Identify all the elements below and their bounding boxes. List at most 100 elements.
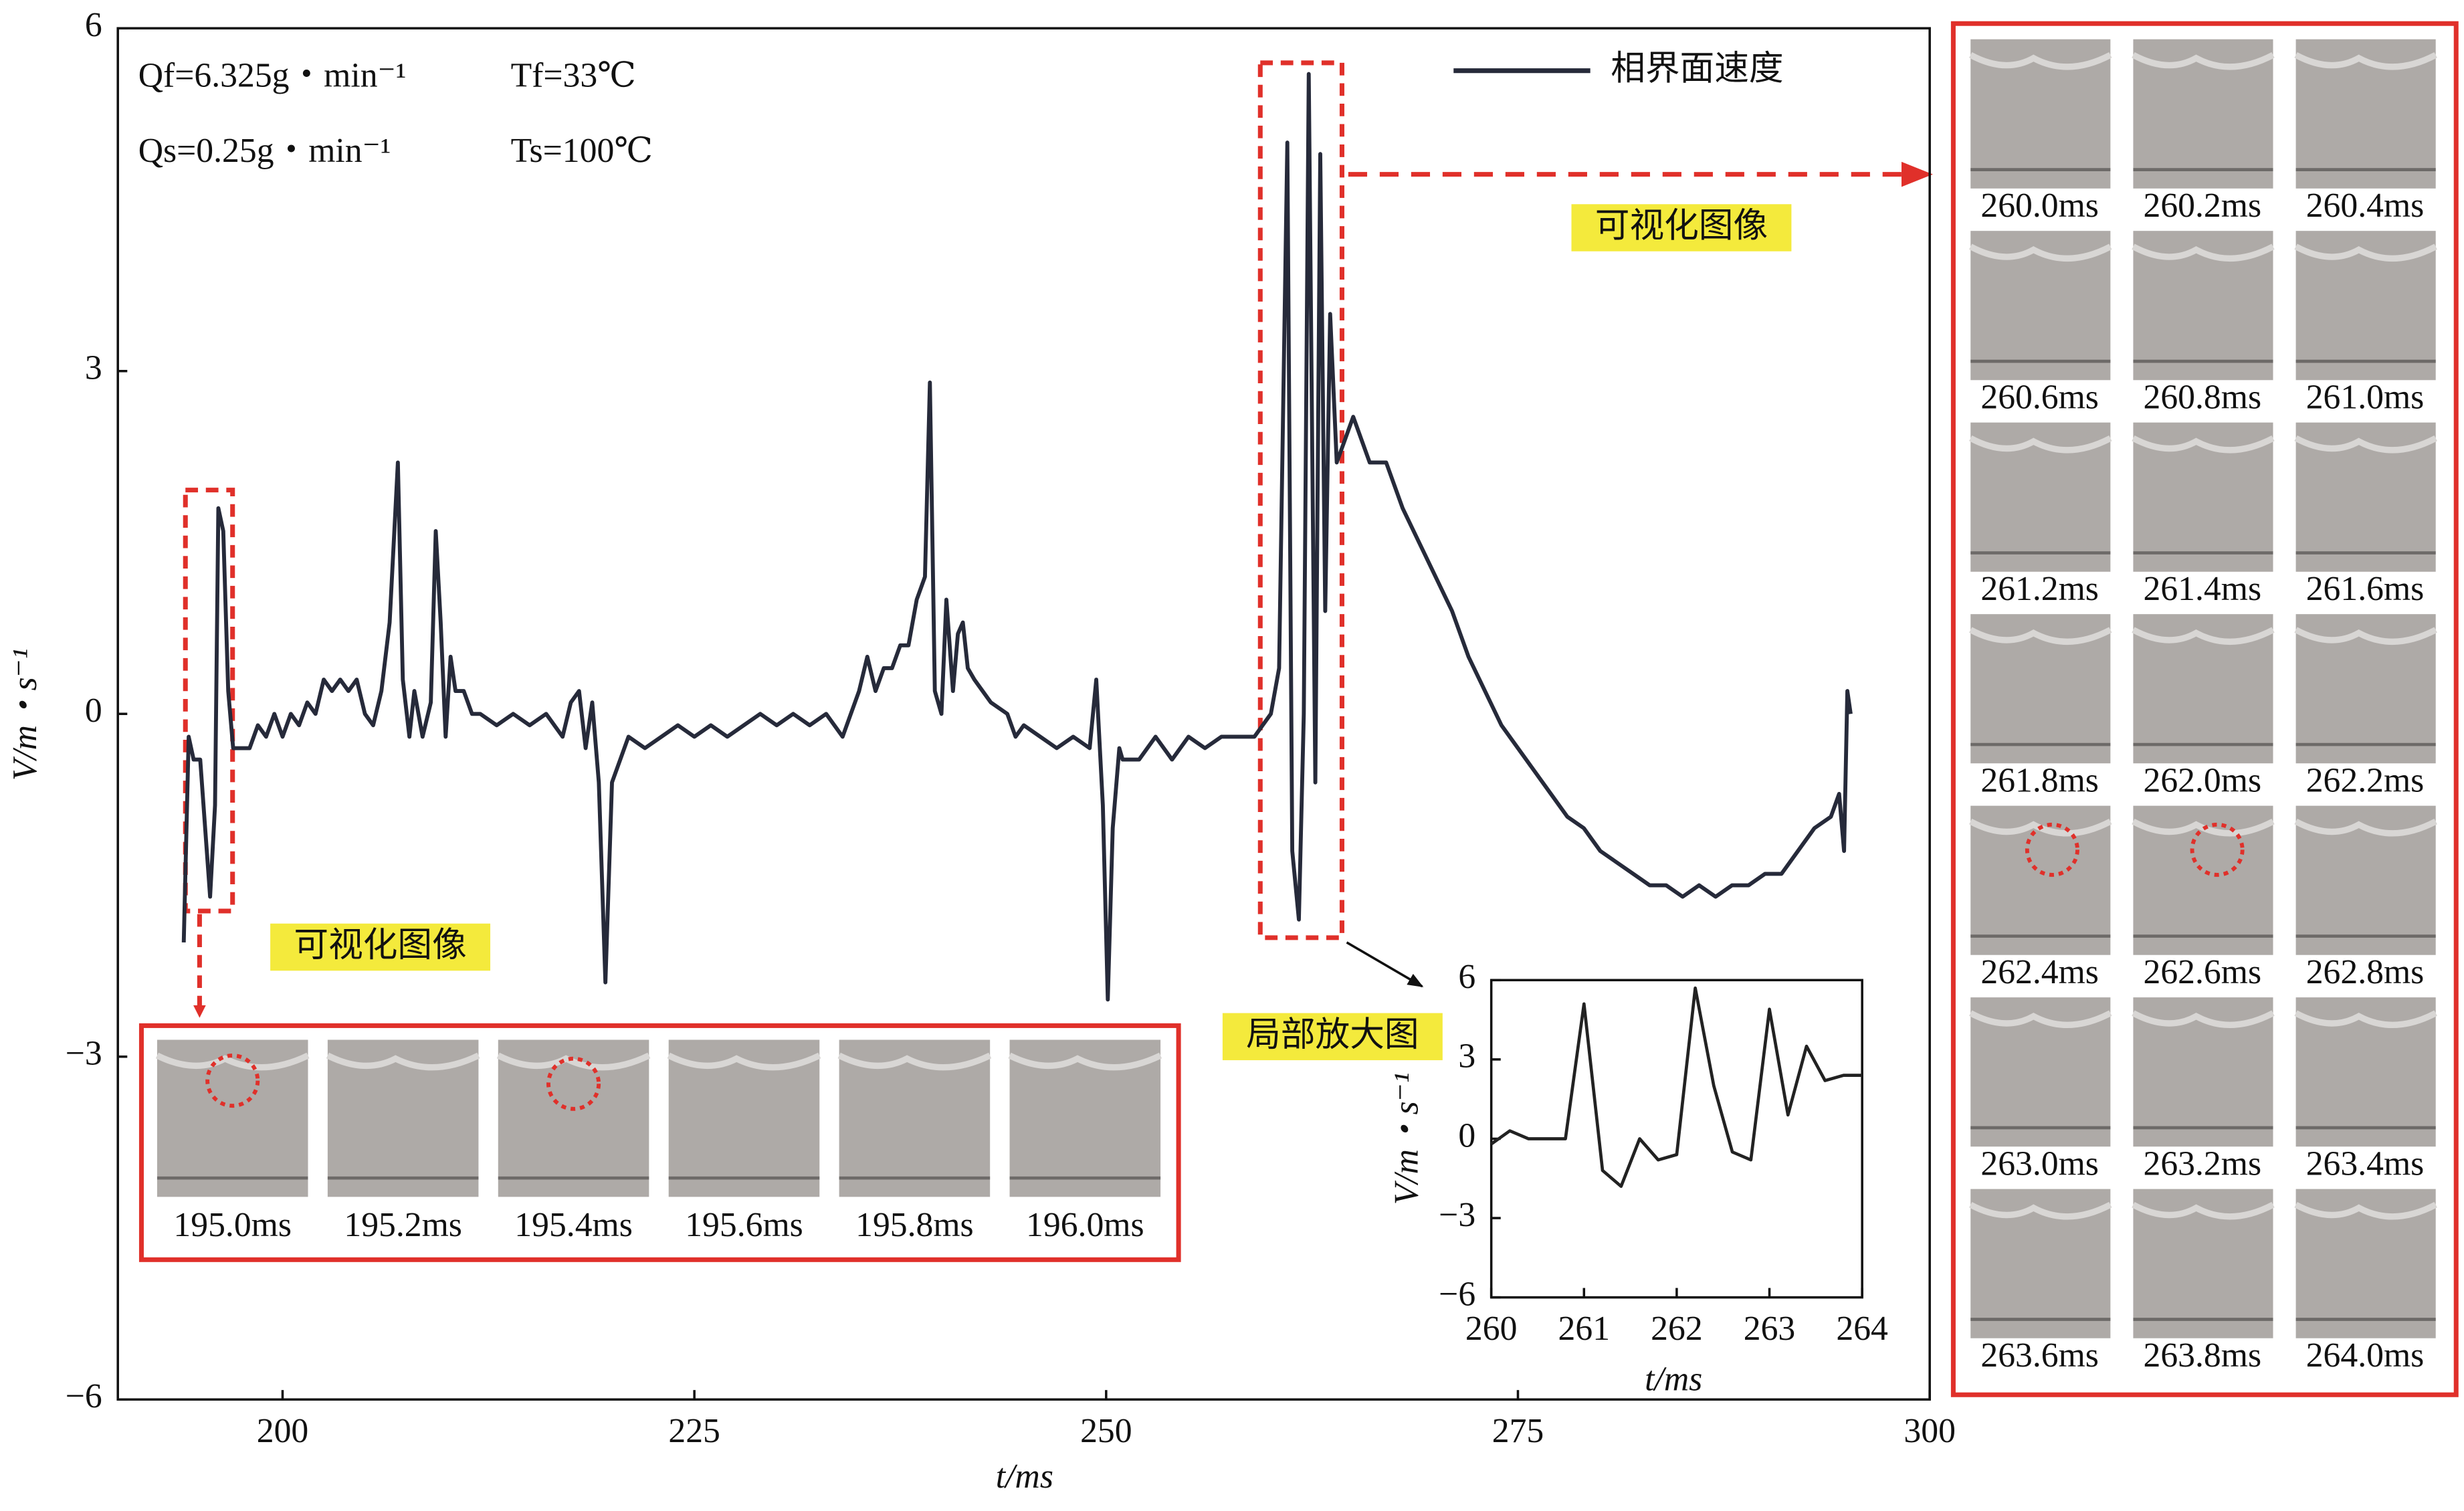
y-tick-label: −6 xyxy=(1439,1276,1475,1314)
thumbnail-top xyxy=(2294,1010,2437,1028)
thumbnail-top xyxy=(1969,1010,2112,1028)
legend-label: 相界面速度 xyxy=(1611,49,1783,89)
highlight-circle xyxy=(2025,822,2079,877)
y-tick-label: −6 xyxy=(66,1377,102,1415)
x-tick-label: 250 xyxy=(1080,1412,1132,1450)
bottom-frame-box xyxy=(138,1023,1181,1262)
thumbnail-top xyxy=(2132,1201,2275,1220)
callout-bg xyxy=(270,923,491,971)
y-tick-label: 0 xyxy=(1458,1116,1475,1154)
frame-label: 261.8ms xyxy=(1980,762,2099,800)
thumbnail-top xyxy=(837,1052,992,1071)
y-tick-label: 6 xyxy=(1458,958,1475,996)
y-tick-label: 3 xyxy=(1458,1037,1475,1076)
callout-label: 可视化图像 xyxy=(1595,206,1768,246)
thumbnail-top xyxy=(667,1052,821,1071)
frame-label: 263.8ms xyxy=(2144,1336,2262,1375)
frame-label: 261.2ms xyxy=(1980,570,2099,608)
data-line xyxy=(1490,986,1863,1188)
frame-label: 263.0ms xyxy=(1980,1145,2099,1183)
thumbnail-top xyxy=(2294,1201,2437,1220)
thumbnail-top xyxy=(2294,435,2437,454)
frame-label: 262.4ms xyxy=(1980,953,2099,991)
thumbnail-top xyxy=(1969,435,2112,454)
highlight-circle xyxy=(205,1053,260,1108)
data-line xyxy=(181,72,1853,1002)
x-tick-label: 260 xyxy=(1465,1310,1518,1348)
frame-label: 260.8ms xyxy=(2144,379,2262,417)
y-tick-label: −3 xyxy=(1439,1196,1475,1234)
thumbnail-top xyxy=(1969,1201,2112,1220)
frame-label: 260.4ms xyxy=(2306,187,2425,225)
frame-label: 260.0ms xyxy=(1980,187,2099,225)
x-axis-label: t/ms xyxy=(1645,1360,1702,1398)
x-tick-label: 263 xyxy=(1744,1310,1796,1348)
frame-label: 264.0ms xyxy=(2306,1336,2425,1375)
frame-label: 260.6ms xyxy=(1980,379,2099,417)
callout-label: 局部放大图 xyxy=(1246,1015,1419,1055)
callout-bg xyxy=(1222,1013,1443,1061)
frame-label: 196.0ms xyxy=(1026,1206,1144,1244)
annotation: Tf=33℃ xyxy=(511,56,636,94)
right-frame-box xyxy=(1950,21,2459,1397)
thumbnail-top xyxy=(326,1052,480,1071)
frame-label: 263.6ms xyxy=(1980,1336,2099,1375)
y-axis-label: V/m・s⁻¹ xyxy=(1387,1073,1425,1205)
frame-label: 195.0ms xyxy=(173,1206,292,1244)
callout-bg xyxy=(1571,204,1792,251)
x-tick-label: 300 xyxy=(1904,1412,1956,1450)
frame-label: 260.2ms xyxy=(2144,187,2262,225)
y-axis-label: V/m・s⁻¹ xyxy=(6,649,44,781)
thumbnail-top xyxy=(2132,243,2275,262)
frame-label: 195.4ms xyxy=(514,1206,633,1244)
frame-label: 195.6ms xyxy=(685,1206,803,1244)
x-tick-label: 200 xyxy=(257,1412,309,1450)
x-tick-label: 262 xyxy=(1651,1310,1703,1348)
thumbnail-top xyxy=(2132,818,2275,837)
thumbnail-top xyxy=(2132,52,2275,70)
frame-label: 262.0ms xyxy=(2144,762,2262,800)
frame-label: 195.8ms xyxy=(855,1206,974,1244)
thumbnail-top xyxy=(496,1052,651,1071)
thumbnail-top xyxy=(2132,435,2275,454)
highlight-circle xyxy=(2190,822,2245,877)
x-axis-label: t/ms xyxy=(996,1457,1053,1496)
thumbnail-top xyxy=(2294,627,2437,645)
x-tick-label: 225 xyxy=(668,1412,720,1450)
frame-label: 261.0ms xyxy=(2306,379,2425,417)
frame-label: 261.6ms xyxy=(2306,570,2425,608)
thumbnail-top xyxy=(1969,627,2112,645)
y-tick-label: 3 xyxy=(85,349,102,387)
thumbnail-top xyxy=(1008,1052,1162,1071)
annotation: Qs=0.25g・min⁻¹ xyxy=(138,132,391,170)
x-tick-label: 261 xyxy=(1558,1310,1611,1348)
thumbnail-top xyxy=(2294,52,2437,70)
thumbnail-top xyxy=(2132,1010,2275,1028)
frame-label: 262.8ms xyxy=(2306,953,2425,991)
annotation: Qf=6.325g・min⁻¹ xyxy=(138,56,407,94)
x-tick-label: 275 xyxy=(1492,1412,1544,1450)
frame-label: 263.2ms xyxy=(2144,1145,2262,1183)
highlight-circle xyxy=(546,1056,601,1111)
frame-label: 262.6ms xyxy=(2144,953,2262,991)
frame-label: 195.2ms xyxy=(344,1206,462,1244)
callout-label: 可视化图像 xyxy=(294,925,466,965)
callout-arrow xyxy=(1346,941,1424,988)
annotation: Ts=100℃ xyxy=(511,132,653,170)
frame-label: 263.4ms xyxy=(2306,1145,2425,1183)
y-tick-label: 6 xyxy=(85,6,102,44)
x-tick-label: 264 xyxy=(1836,1310,1888,1348)
frame-label: 261.4ms xyxy=(2144,570,2262,608)
thumbnail-top xyxy=(1969,243,2112,262)
y-tick-label: 0 xyxy=(85,692,102,730)
thumbnail-top xyxy=(1969,52,2112,70)
thumbnail-top xyxy=(2294,243,2437,262)
thumbnail-top xyxy=(2132,627,2275,645)
frame-label: 262.2ms xyxy=(2306,762,2425,800)
thumbnail-top xyxy=(1969,818,2112,837)
y-tick-label: −3 xyxy=(66,1035,102,1073)
thumbnail-top xyxy=(2294,818,2437,837)
thumbnail-top xyxy=(155,1052,310,1071)
